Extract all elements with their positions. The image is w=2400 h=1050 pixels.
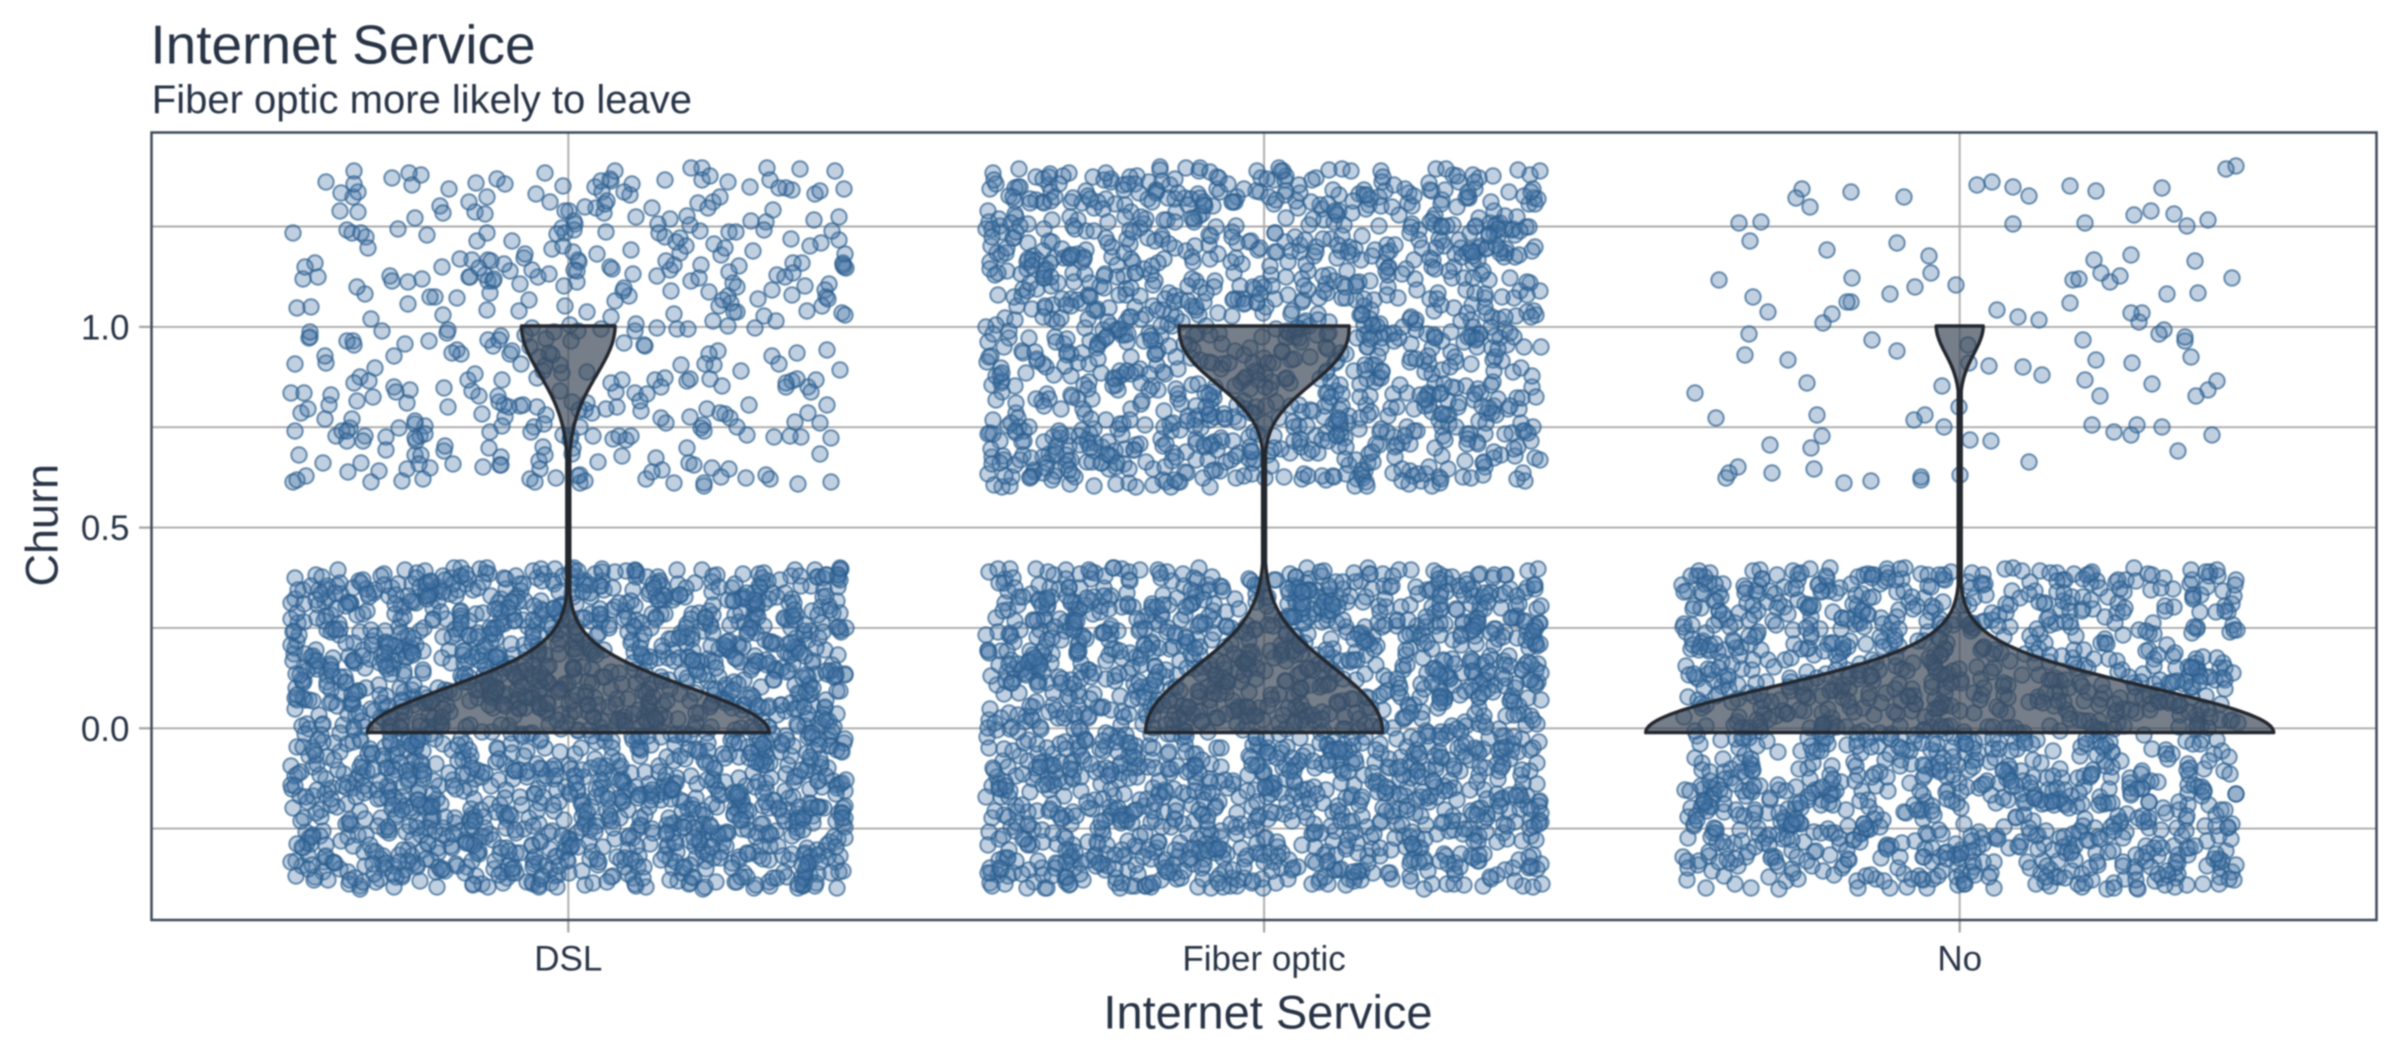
- svg-text:Internet Service: Internet Service: [150, 13, 535, 75]
- svg-text:1.0: 1.0: [81, 308, 130, 347]
- svg-text:Internet Service: Internet Service: [1103, 985, 1432, 1038]
- svg-text:0.0: 0.0: [81, 710, 130, 749]
- svg-text:Churn: Churn: [17, 464, 68, 587]
- svg-text:Fiber optic: Fiber optic: [1182, 940, 1345, 979]
- svg-text:0.5: 0.5: [81, 509, 130, 548]
- svg-text:DSL: DSL: [534, 940, 602, 979]
- svg-text:No: No: [1937, 940, 1982, 979]
- svg-text:Fiber optic more likely to lea: Fiber optic more likely to leave: [152, 78, 692, 122]
